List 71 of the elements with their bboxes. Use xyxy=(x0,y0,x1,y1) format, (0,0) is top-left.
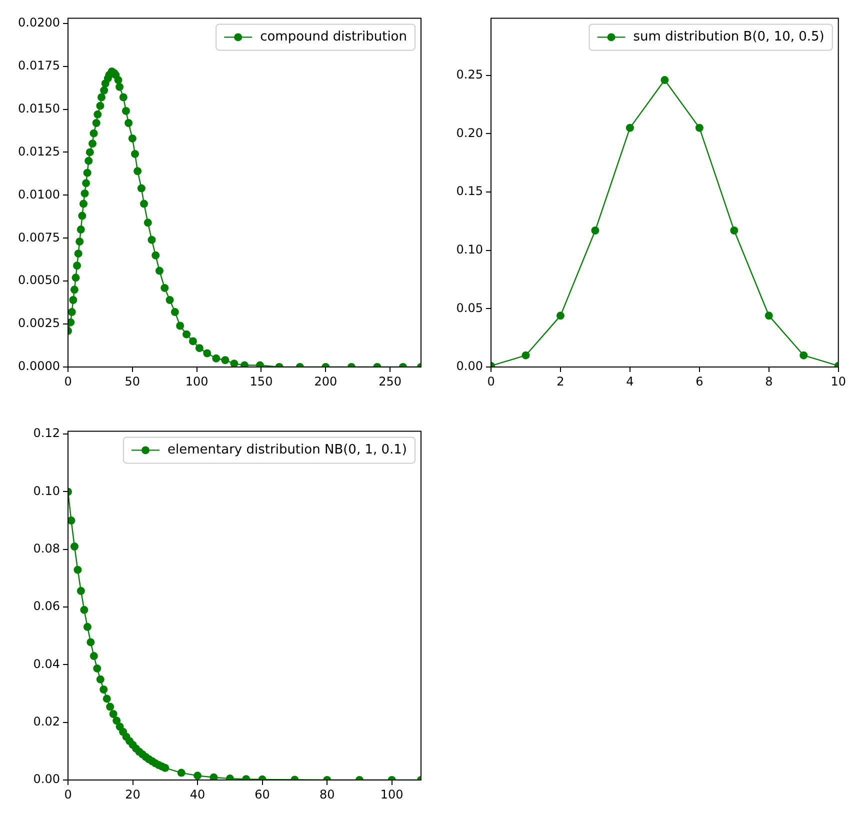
point xyxy=(161,764,170,772)
y-tick-label: 0.0125 xyxy=(18,144,60,158)
x-tick-label: 80 xyxy=(319,787,335,802)
x-tick-label: 8 xyxy=(765,374,773,388)
point xyxy=(177,768,186,777)
y-tick-label: 0.08 xyxy=(33,542,60,556)
x-tick-label: 0 xyxy=(487,374,495,388)
y-tick-label: 0.04 xyxy=(33,656,60,671)
point xyxy=(83,622,92,631)
point xyxy=(68,516,76,525)
point xyxy=(591,226,600,235)
x-tick-label: 100 xyxy=(185,374,208,388)
y-tick-label: 0.20 xyxy=(456,126,483,140)
x-tick-label: 0 xyxy=(64,787,72,802)
y-tick-label: 0.0200 xyxy=(18,15,60,30)
point xyxy=(730,226,738,235)
point xyxy=(80,606,88,614)
legend-label: sum distribution B(0, 10, 0.5) xyxy=(633,30,824,45)
y-tick-label: 0.10 xyxy=(456,242,483,256)
y-tick-label: 0.0000 xyxy=(18,359,60,374)
point xyxy=(660,76,669,84)
point xyxy=(522,351,530,360)
point xyxy=(86,638,95,646)
x-tick-label: 200 xyxy=(314,374,338,388)
x-tick-label: 60 xyxy=(254,787,270,802)
y-tick-label: 0.0025 xyxy=(18,316,60,330)
y-tick-label: 0.12 xyxy=(33,426,60,440)
y-tick-label: 0.0175 xyxy=(18,58,60,72)
point xyxy=(96,675,104,684)
point xyxy=(194,772,202,780)
x-tick-label: 0 xyxy=(64,374,72,388)
y-tick-label: 0.15 xyxy=(456,184,483,198)
point xyxy=(76,586,85,595)
x-tick-label: 150 xyxy=(250,374,273,388)
y-tick-label: 0.0050 xyxy=(18,273,60,288)
y-tick-label: 0.02 xyxy=(33,714,60,728)
y-tick-label: 0.0075 xyxy=(18,230,60,244)
y-tick-label: 0.00 xyxy=(33,772,60,786)
point xyxy=(210,773,218,780)
point xyxy=(90,652,98,660)
x-tick-label: 250 xyxy=(378,374,402,388)
x-tick-label: 40 xyxy=(190,787,206,802)
legend-label: compound distribution xyxy=(260,30,408,45)
y-tick-label: 0.0150 xyxy=(18,101,60,116)
x-tick-label: 10 xyxy=(830,374,846,388)
y-tick-label: 0.25 xyxy=(456,67,483,82)
point xyxy=(70,542,78,551)
x-tick-label: 100 xyxy=(380,787,404,802)
point xyxy=(626,124,634,132)
y-tick-label: 0.05 xyxy=(456,300,483,315)
x-tick-label: 20 xyxy=(125,787,140,802)
point xyxy=(764,312,773,320)
point xyxy=(100,685,108,694)
point xyxy=(556,312,564,320)
y-tick-label: 0.0100 xyxy=(18,187,60,202)
point xyxy=(93,664,102,672)
x-tick-label: 2 xyxy=(556,374,564,388)
y-tick-label: 0.00 xyxy=(456,359,483,374)
legend-label: elementary distribution NB(0, 1, 0.1) xyxy=(168,442,408,458)
point xyxy=(102,694,111,703)
point xyxy=(112,716,121,725)
point xyxy=(800,351,808,360)
point xyxy=(695,124,704,132)
x-tick-label: 4 xyxy=(626,374,634,388)
point xyxy=(106,702,114,711)
x-tick-label: 50 xyxy=(124,374,140,388)
y-tick-label: 0.06 xyxy=(33,599,60,614)
point xyxy=(109,710,118,718)
x-tick-label: 6 xyxy=(696,374,704,388)
point xyxy=(74,566,82,574)
y-tick-label: 0.10 xyxy=(33,484,60,498)
